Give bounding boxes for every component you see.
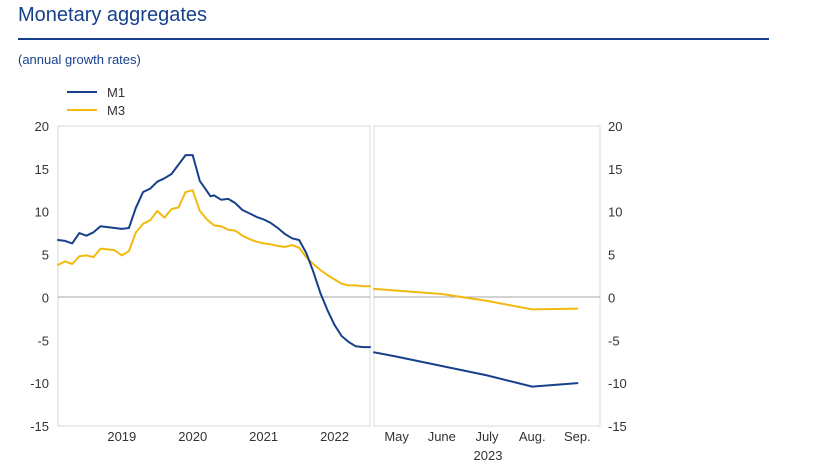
- right-panel-frame: [373, 125, 601, 427]
- title-divider: [18, 38, 769, 40]
- y-tick-left-5: -5: [37, 333, 49, 348]
- series-line-m1-right: [373, 351, 579, 388]
- x-axis-right: May June July Aug. Sep.: [384, 429, 590, 444]
- x-tick-right-2: July: [475, 429, 499, 444]
- y-tick-left-7: -15: [30, 419, 49, 434]
- y-tick-right-4: 0: [608, 290, 615, 305]
- x-tick-right-1: June: [428, 429, 456, 444]
- y-axis-right: 20 15 10 5 0 -5 -10 -15: [608, 119, 627, 434]
- legend: M1 M3: [67, 85, 125, 118]
- legend-label-m3: M3: [107, 103, 125, 118]
- series-line-m3-left: [57, 189, 371, 288]
- y-tick-right-5: -5: [608, 333, 620, 348]
- x-tick-left-2: 2021: [249, 429, 278, 444]
- y-tick-right-3: 5: [608, 248, 615, 263]
- x-axis-left: 2019 2020 2021 2022: [107, 429, 349, 444]
- x-tick-left-1: 2020: [178, 429, 207, 444]
- legend-label-m1: M1: [107, 85, 125, 100]
- y-tick-right-7: -15: [608, 419, 627, 434]
- y-tick-left-2: 10: [35, 205, 49, 220]
- left-panel-frame: [57, 125, 371, 427]
- series-line-m1-left: [57, 154, 371, 349]
- x-tick-right-4: Sep.: [564, 429, 591, 444]
- y-tick-left-6: -10: [30, 376, 49, 391]
- y-axis-left: 20 15 10 5 0 -5 -10 -15: [30, 119, 49, 434]
- y-tick-left-1: 15: [35, 162, 49, 177]
- x-tick-right-3: Aug.: [519, 429, 546, 444]
- y-tick-left-3: 5: [42, 248, 49, 263]
- x-tick-left-3: 2022: [320, 429, 349, 444]
- series-line-m3-right: [373, 287, 579, 311]
- page-title: Monetary aggregates: [18, 4, 208, 26]
- x-axis-year-label: 2023: [474, 448, 503, 463]
- y-tick-right-0: 20: [608, 119, 622, 134]
- y-tick-left-0: 20: [35, 119, 49, 134]
- y-tick-right-2: 10: [608, 205, 622, 220]
- x-tick-left-0: 2019: [107, 429, 136, 444]
- series-layer: [57, 154, 579, 388]
- x-tick-right-0: May: [384, 429, 409, 444]
- y-tick-right-6: -10: [608, 376, 627, 391]
- chart-subtitle: (annual growth rates): [18, 52, 141, 67]
- y-tick-left-4: 0: [42, 290, 49, 305]
- y-tick-right-1: 15: [608, 162, 622, 177]
